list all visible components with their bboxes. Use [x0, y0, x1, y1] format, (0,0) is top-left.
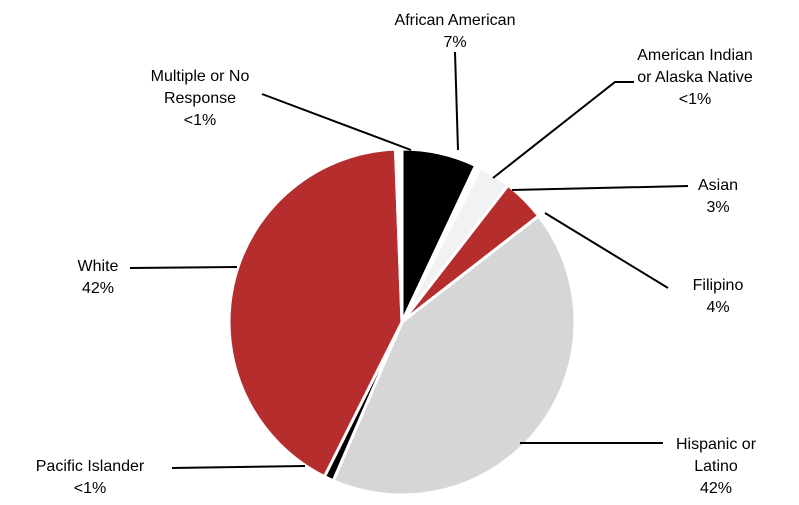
data-label-text-0: African American [395, 12, 516, 29]
leader-line-1 [492, 81, 634, 179]
data-label-6: White 42% [78, 258, 119, 297]
data-label-2: Asian 3% [698, 177, 738, 216]
data-label-3: Filipino 4% [693, 277, 744, 316]
leader-line-5 [171, 465, 306, 469]
leader-lines [129, 51, 689, 469]
pie-slice-6 [227, 147, 404, 479]
leader-line-7 [261, 93, 412, 151]
data-label-pct-4: 42% [700, 480, 732, 497]
pie-slices [227, 147, 577, 497]
data-label-4: Hispanic or Latino 42% [676, 436, 757, 497]
data-label-text-1: American Indian [637, 47, 753, 64]
data-labels: African American 7% American Indian or Alas… [36, 12, 757, 497]
data-label-pct-5: <1% [74, 480, 106, 497]
data-label-pct-0: 7% [443, 34, 466, 51]
data-label-text-4: Latino [694, 458, 738, 475]
data-label-text-1: or Alaska Native [637, 69, 753, 86]
leader-line-2 [511, 185, 689, 191]
leader-line-3 [544, 212, 669, 289]
data-label-text-3: Filipino [693, 277, 744, 294]
data-label-pct-3: 4% [706, 299, 729, 316]
data-label-text-2: Asian [698, 177, 738, 194]
data-label-pct-1: <1% [679, 91, 711, 108]
data-label-text-6: White [78, 258, 119, 275]
data-label-text-7: Response [164, 90, 236, 107]
pie-slice-4 [331, 214, 577, 497]
data-label-5: Pacific Islander <1% [36, 458, 145, 497]
leader-line-6 [129, 266, 238, 269]
data-label-text-4: Hispanic or [676, 436, 757, 453]
leader-line-0 [454, 51, 459, 151]
data-label-0: African American 7% [395, 12, 516, 51]
data-label-7: Multiple or No Response <1% [151, 68, 250, 129]
data-label-pct-6: 42% [82, 280, 114, 297]
data-label-pct-2: 3% [706, 199, 729, 216]
data-label-1: American Indian or Alaska Native <1% [637, 47, 753, 108]
data-label-text-7: Multiple or No [151, 68, 250, 85]
data-label-pct-7: <1% [184, 112, 216, 129]
pie-slice-7 [393, 147, 404, 324]
data-label-text-5: Pacific Islander [36, 458, 145, 475]
